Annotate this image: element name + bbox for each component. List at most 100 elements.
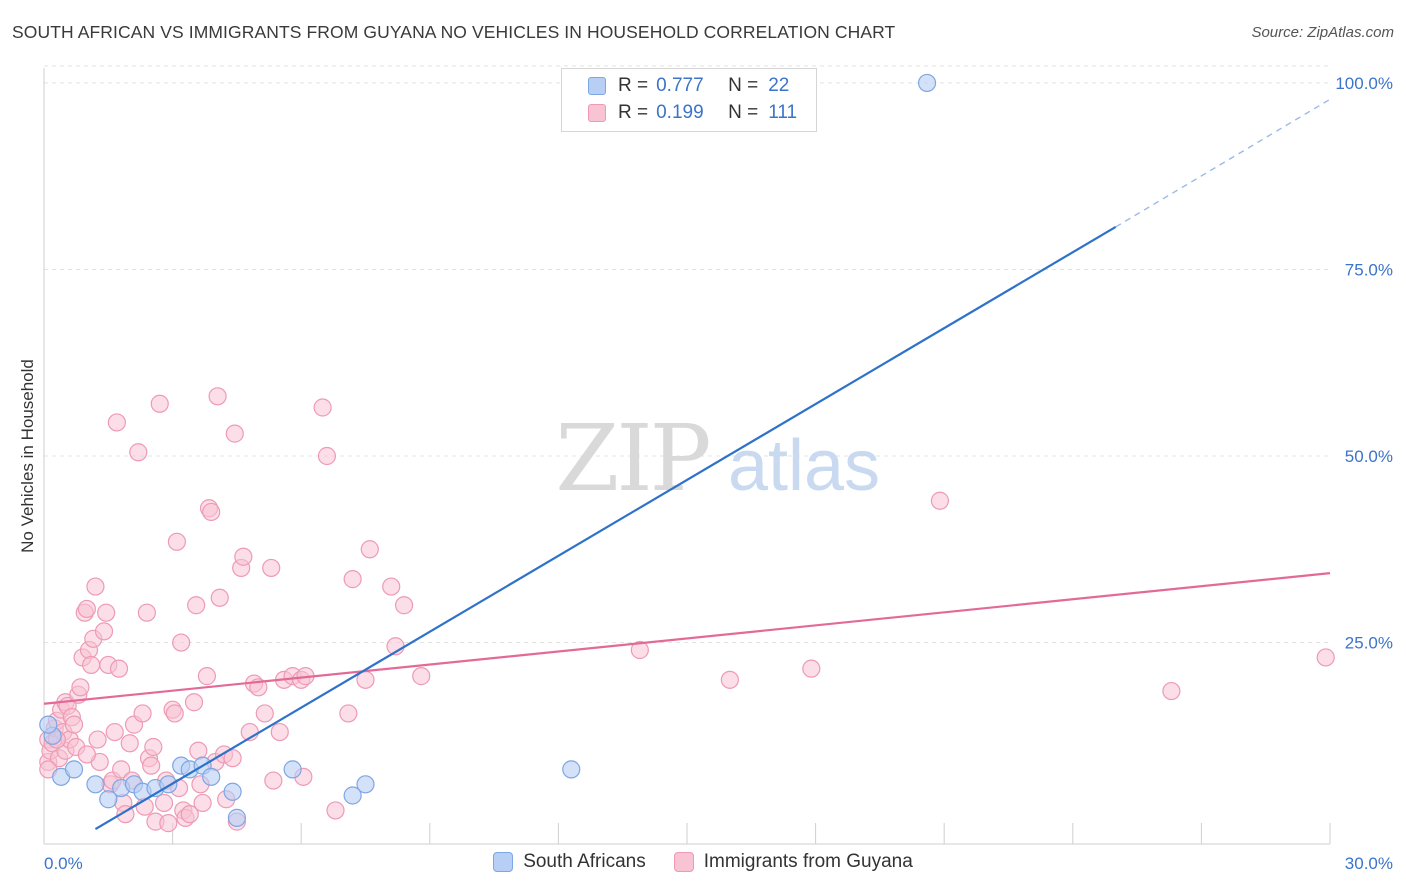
guyana-point [137,603,156,622]
guyana-point [382,577,401,596]
guyana-point [159,814,178,833]
guyana-point [120,734,139,753]
guyana-point [133,704,152,723]
guyana-point [142,756,161,775]
guyana-point [109,659,129,678]
south-african-point [86,775,105,794]
guyana-point [107,413,126,432]
guyana-point [394,596,414,615]
guyana-point [1162,681,1181,701]
south-african-points [39,73,937,827]
chart-title: SOUTH AFRICAN VS IMMIGRANTS FROM GUYANA … [12,22,896,42]
guyana-point [77,745,96,764]
guyana-point [97,603,116,622]
legend-swatch-pink [673,852,694,872]
guyana-point [202,502,221,522]
legend-n-value: 111 [768,102,798,123]
guyana-point [270,722,289,742]
guyana-point [197,667,216,686]
source-credit: Source: ZipAtlas.com [1251,24,1394,41]
series-legend: South Africans Immigrants from Guyana [0,851,1406,873]
legend-r-value: 0.777 [656,75,704,96]
guyana-trend-line [43,572,1331,705]
legend-r-label: R = [618,102,649,123]
watermark-atlas: atlas [728,426,880,506]
legend-swatch-pink [588,104,606,122]
guyana-point [129,443,148,462]
south-african-point [202,767,221,786]
guyana-point [208,387,227,406]
guyana-point [88,730,107,749]
south-african-point [356,775,375,794]
guyana-point [94,622,114,641]
guyana-point [223,749,242,768]
guyana-point [154,793,174,813]
guyana-point [317,446,337,466]
guyana-point [77,599,96,619]
correlation-legend: R = 0.777 N = 22 R = 0.199 N = 111 [561,68,817,132]
guyana-point [184,693,204,712]
guyana-point [360,540,379,559]
guyana-point [64,715,84,734]
legend-n-value: 22 [768,75,790,96]
guyana-point [210,588,229,607]
south-african-point [39,715,58,734]
legend-r-label: R = [618,75,649,96]
x-tick-label-min: 0.0% [44,854,83,873]
trend-lines [43,98,1331,831]
guyana-point [225,424,244,443]
guyana-point [187,596,206,615]
guyana-point [255,704,274,723]
south-african-point [227,808,246,827]
guyana-point [82,655,101,675]
guyana-point [172,633,191,652]
tick-labels: 25.0% 50.0% 75.0% 100.0% 0.0% 30.0% [44,74,1393,873]
guyana-point [264,771,283,790]
x-tick-label-max: 30.0% [1345,854,1393,873]
legend-swatch-blue [588,77,606,95]
guyana-point [86,577,105,596]
legend-row-guyana: R = 0.199 N = 111 [588,101,797,125]
guyana-point [343,570,362,589]
legend-swatch-blue [493,852,514,872]
legend-n-label: N = [728,102,759,123]
guyana-point [180,805,199,824]
y-axis-label: No Vehicles in Household [18,359,37,553]
watermark: ZIP atlas [555,405,880,512]
axes [43,68,1331,845]
guyana-point [193,793,212,813]
guyana-point [720,670,739,689]
south-african-trend-line [94,225,1117,831]
south-african-point [64,760,84,779]
legend-label-south-africans: South Africans [523,851,646,872]
legend-item-south-africans: South Africans [493,851,646,873]
guyana-point [339,704,358,723]
guyana-point [144,737,163,757]
south-african-trend-extension [1115,98,1331,228]
guyana-point [630,640,649,660]
y-tick-label: 100.0% [1335,74,1393,93]
south-african-point [99,790,118,809]
guyana-point [262,558,281,578]
guyana-point [165,704,184,723]
legend-item-guyana: Immigrants from Guyana [673,851,913,873]
guyana-point [150,394,169,413]
guyana-point [71,678,90,697]
legend-row-south-africans: R = 0.777 N = 22 [588,74,789,98]
guyana-point [412,667,431,686]
guyana-point [112,760,131,779]
south-african-point [343,786,362,805]
y-tick-label: 75.0% [1345,260,1393,279]
guyana-point [167,532,186,551]
guyana-point [1316,648,1335,667]
legend-n-label: N = [728,75,759,96]
guyana-point [326,801,345,820]
watermark-zip: ZIP [555,405,708,512]
guyana-point [930,491,950,510]
guyana-point [802,659,821,678]
south-african-point [283,760,302,779]
south-african-point [562,760,581,779]
legend-r-value: 0.199 [656,102,704,123]
y-tick-label: 25.0% [1345,634,1393,653]
